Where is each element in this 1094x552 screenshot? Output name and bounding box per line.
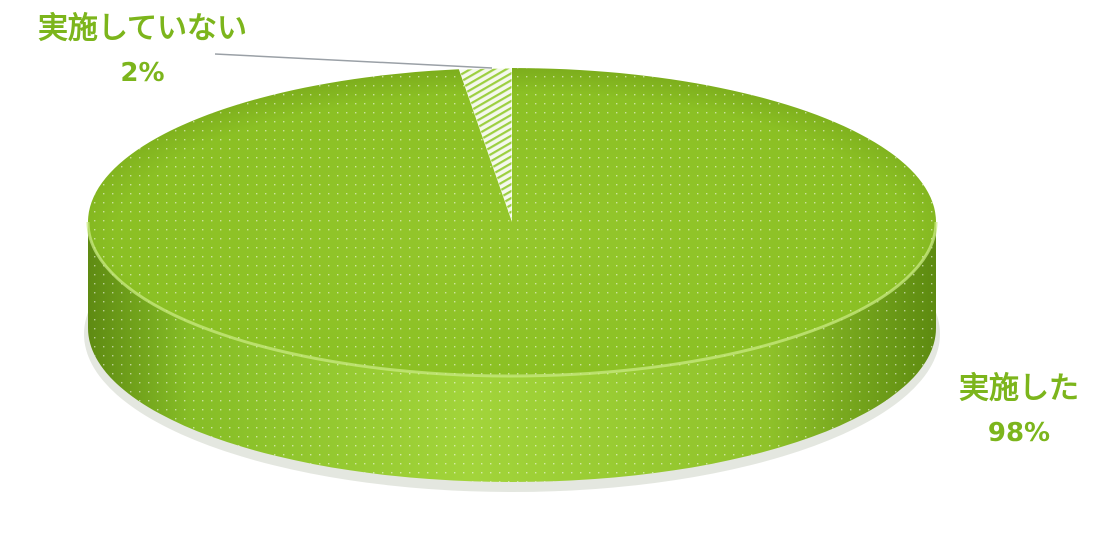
slice-label-not-implemented: 実施していない 2% — [10, 11, 275, 88]
slice-value-label: 2% — [120, 58, 165, 88]
pie-side-texture — [88, 222, 936, 482]
slice-label-text: 実施していない — [37, 11, 248, 46]
slice-label-implemented: 実施した 98% — [944, 371, 1094, 448]
slice-value-label: 98% — [987, 418, 1051, 448]
pie-rim-highlight — [86, 221, 938, 378]
pie-slice-texture-1 — [87, 68, 936, 376]
slice-label-text: 実施した — [959, 371, 1079, 406]
leader-line — [214, 53, 493, 69]
